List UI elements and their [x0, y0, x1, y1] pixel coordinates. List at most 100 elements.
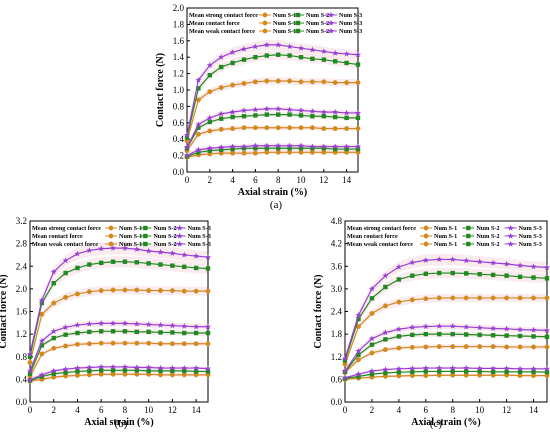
- data-point: [219, 116, 224, 121]
- data-point: [409, 365, 416, 372]
- data-point: [252, 79, 258, 85]
- legend-entry-label: Num S-3: [339, 12, 362, 19]
- legend-row-label: Mean strong contact force: [32, 225, 101, 232]
- data-point: [287, 146, 292, 151]
- legend-marker: [176, 240, 183, 247]
- data-point: [204, 365, 212, 372]
- data-point: [409, 373, 415, 379]
- data-point: [341, 355, 349, 362]
- data-point: [286, 106, 293, 113]
- x-axis-label: Axial strain (%): [411, 417, 480, 428]
- legend-marker: [507, 224, 514, 231]
- data-point: [355, 126, 361, 131]
- panel-label: (b): [115, 418, 128, 430]
- legend-marker: [143, 233, 148, 239]
- y-tick-label: 0.2: [173, 151, 184, 161]
- legend-entry-label: Num S-2: [306, 20, 329, 27]
- data-point: [230, 114, 235, 120]
- data-point: [354, 143, 362, 150]
- legend-entry-label: Num S-1: [119, 225, 142, 232]
- data-point: [98, 340, 104, 346]
- data-point: [134, 329, 139, 335]
- data-point: [422, 323, 429, 330]
- data-point: [63, 270, 68, 276]
- y-tick-label: 1.8: [173, 19, 185, 29]
- data-point: [181, 364, 188, 371]
- data-point: [275, 41, 282, 48]
- data-point: [240, 45, 248, 52]
- legend-row-label: Mean weak contact force: [32, 241, 98, 248]
- data-point: [368, 367, 375, 374]
- error-band: [30, 256, 208, 359]
- x-tick-label: 0: [28, 405, 33, 415]
- data-point: [517, 369, 523, 375]
- data-point: [26, 376, 34, 383]
- x-tick-label: 14: [342, 175, 352, 185]
- error-band: [187, 106, 358, 150]
- x-tick-label: 6: [424, 405, 429, 415]
- data-point: [531, 344, 536, 350]
- data-point: [183, 131, 191, 138]
- data-point: [369, 296, 375, 301]
- data-point: [146, 340, 152, 346]
- data-point: [39, 374, 45, 379]
- data-point: [477, 332, 482, 338]
- data-point: [344, 146, 349, 152]
- data-point: [383, 370, 388, 376]
- y-tick-label: 1.6: [173, 36, 185, 46]
- legend-entry-label: Num S-3: [188, 225, 211, 232]
- legend-entry-label: Num S-3: [519, 233, 542, 240]
- data-point: [321, 126, 327, 131]
- data-point: [309, 46, 316, 53]
- data-point: [74, 364, 81, 371]
- data-point: [207, 73, 212, 78]
- data-point: [275, 149, 281, 155]
- data-point: [530, 365, 537, 372]
- x-tick-label: 12: [319, 175, 328, 185]
- data-point: [321, 114, 326, 119]
- data-point: [342, 361, 348, 367]
- data-point: [382, 272, 389, 279]
- legend-entry-label: Num S-2: [476, 225, 499, 232]
- data-point: [355, 115, 361, 121]
- series-line-weak-nums-1: [186, 151, 358, 158]
- series-line-mean-nums-1: [186, 127, 358, 152]
- x-tick-label: 14: [529, 405, 539, 415]
- data-point: [146, 368, 151, 374]
- error-band: [30, 285, 208, 365]
- data-point: [252, 106, 259, 113]
- legend-entry-label: Num S-3: [188, 241, 211, 248]
- x-tick-label: 12: [502, 405, 511, 415]
- data-point: [99, 260, 104, 266]
- error-band: [345, 331, 547, 374]
- series-line-strong-nums-2: [186, 54, 359, 138]
- data-point: [193, 265, 199, 271]
- data-point: [27, 359, 33, 365]
- data-point: [207, 128, 213, 134]
- panel-label: (c): [430, 418, 443, 430]
- data-point: [134, 340, 140, 346]
- data-point: [332, 80, 338, 86]
- data-point: [298, 55, 304, 60]
- y-tick-label: 3.6: [331, 261, 343, 271]
- data-point: [369, 371, 375, 377]
- data-point: [490, 344, 496, 350]
- data-point: [218, 144, 225, 150]
- data-point: [122, 340, 128, 346]
- data-point: [169, 322, 176, 329]
- legend-entry-label: Num S-3: [519, 241, 542, 248]
- data-point: [310, 114, 315, 119]
- data-point: [344, 80, 350, 86]
- data-point: [145, 321, 152, 328]
- data-point: [158, 368, 163, 374]
- y-tick-label: 0.8: [173, 101, 185, 111]
- data-point: [86, 320, 93, 327]
- data-point: [98, 363, 105, 370]
- data-point: [321, 146, 326, 151]
- data-point: [182, 368, 187, 374]
- data-point: [263, 142, 270, 149]
- y-tick-label: 1.4: [173, 52, 185, 62]
- data-point: [98, 288, 104, 294]
- y-axis-label: Contact force (N): [0, 274, 9, 348]
- data-point: [193, 330, 199, 336]
